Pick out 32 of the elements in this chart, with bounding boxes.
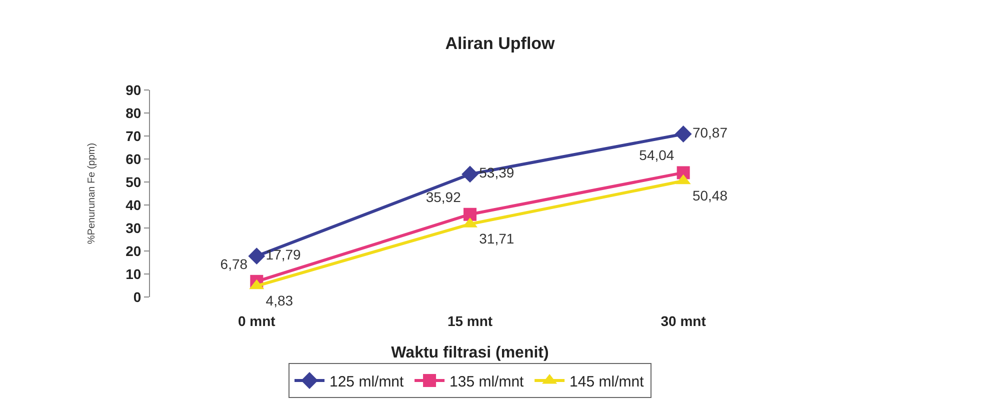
x-tick-label: 0 mnt (238, 313, 276, 329)
y-axis-title: %Penurunan Fe (ppm) (86, 142, 98, 244)
data-label: 17,79 (266, 246, 302, 263)
y-tick-label: 20 (126, 242, 142, 259)
data-label: 31,71 (479, 230, 514, 247)
chart-title: Aliran Upflow (445, 34, 556, 53)
point (464, 208, 476, 221)
point (462, 166, 478, 183)
y-tick-label: 0 (133, 288, 142, 305)
data-label: 4,83 (266, 292, 294, 309)
data-label: 6,78 (220, 256, 248, 272)
y-tick-label: 50 (126, 174, 142, 190)
y-tick-label: 90 (126, 82, 142, 98)
data-label: 50,48 (692, 188, 728, 204)
data-label: 70,87 (692, 124, 728, 140)
x-tick-label: 15 mnt (447, 313, 493, 329)
y-tick-label: 40 (126, 196, 142, 213)
point (248, 248, 266, 265)
legend-label: 125 ml/mnt (330, 373, 405, 390)
legend-label: 135 ml/mnt (450, 373, 525, 390)
y-tick-label: 10 (126, 266, 142, 282)
y-tick-label: 70 (126, 128, 142, 144)
x-tick-label: 30 mnt (660, 313, 706, 329)
legend-label: 145 ml/mnt (570, 373, 645, 390)
y-tick-label: 30 (126, 220, 142, 236)
x-axis-title: Waktu filtrasi (menit) (391, 344, 549, 362)
point (676, 166, 690, 180)
y-tick-label: 60 (126, 150, 142, 167)
data-label: 54,04 (639, 147, 674, 164)
y-tick-label: 80 (126, 104, 142, 121)
data-label: 35,92 (426, 188, 462, 205)
point (674, 126, 692, 142)
